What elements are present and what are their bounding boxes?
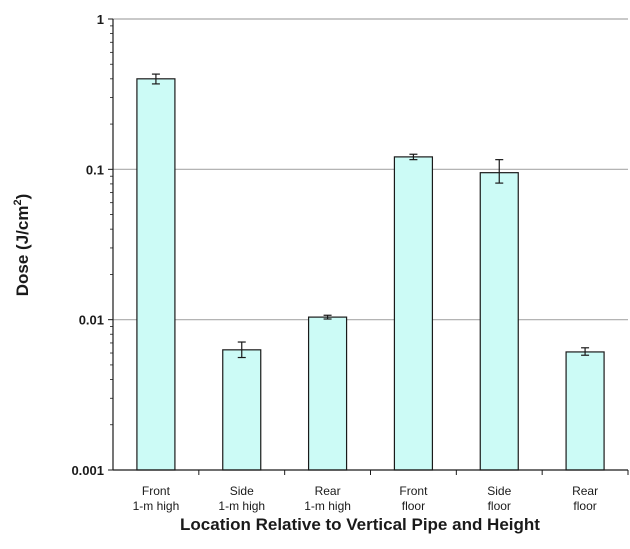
- x-tick-label-line2: 1-m high: [218, 499, 265, 513]
- gridlines: [113, 18, 628, 321]
- y-tick-label: 0.1: [86, 162, 104, 177]
- x-tick-label-line1: Rear: [315, 484, 341, 498]
- x-tick-label-line1: Front: [399, 484, 428, 498]
- y-tick-label: 1: [97, 12, 104, 27]
- bars: [136, 73, 605, 471]
- y-axis-title-close: ): [13, 194, 32, 200]
- x-tick-label-line1: Rear: [572, 484, 598, 498]
- x-tick-label-line2: floor: [402, 499, 425, 513]
- bar: [222, 349, 262, 471]
- x-tick-label-line1: Front: [142, 484, 171, 498]
- x-tick-label-line2: floor: [488, 499, 511, 513]
- x-tick-label-line2: 1-m high: [304, 499, 351, 513]
- bar: [565, 351, 605, 471]
- bar: [393, 156, 434, 471]
- bar: [307, 316, 348, 471]
- x-tick-label-line2: 1-m high: [133, 499, 180, 513]
- axes: [108, 18, 629, 475]
- x-tick-label-line2: floor: [573, 499, 596, 513]
- x-tick-label-line1: Side: [487, 484, 511, 498]
- bar: [136, 78, 176, 471]
- y-axis-title-superscript: 2: [12, 199, 24, 205]
- y-tick-labels: 0.001 0.01 0.1 1: [71, 12, 104, 478]
- y-tick-label: 0.001: [71, 463, 104, 478]
- y-axis-title: Dose (J/cm2): [12, 194, 32, 297]
- x-tick-label-line1: Side: [230, 484, 254, 498]
- y-axis-title-main: Dose (J/cm: [13, 206, 32, 297]
- x-axis-title: Location Relative to Vertical Pipe and H…: [180, 515, 540, 534]
- y-tick-label: 0.01: [79, 313, 104, 328]
- bar: [479, 172, 519, 471]
